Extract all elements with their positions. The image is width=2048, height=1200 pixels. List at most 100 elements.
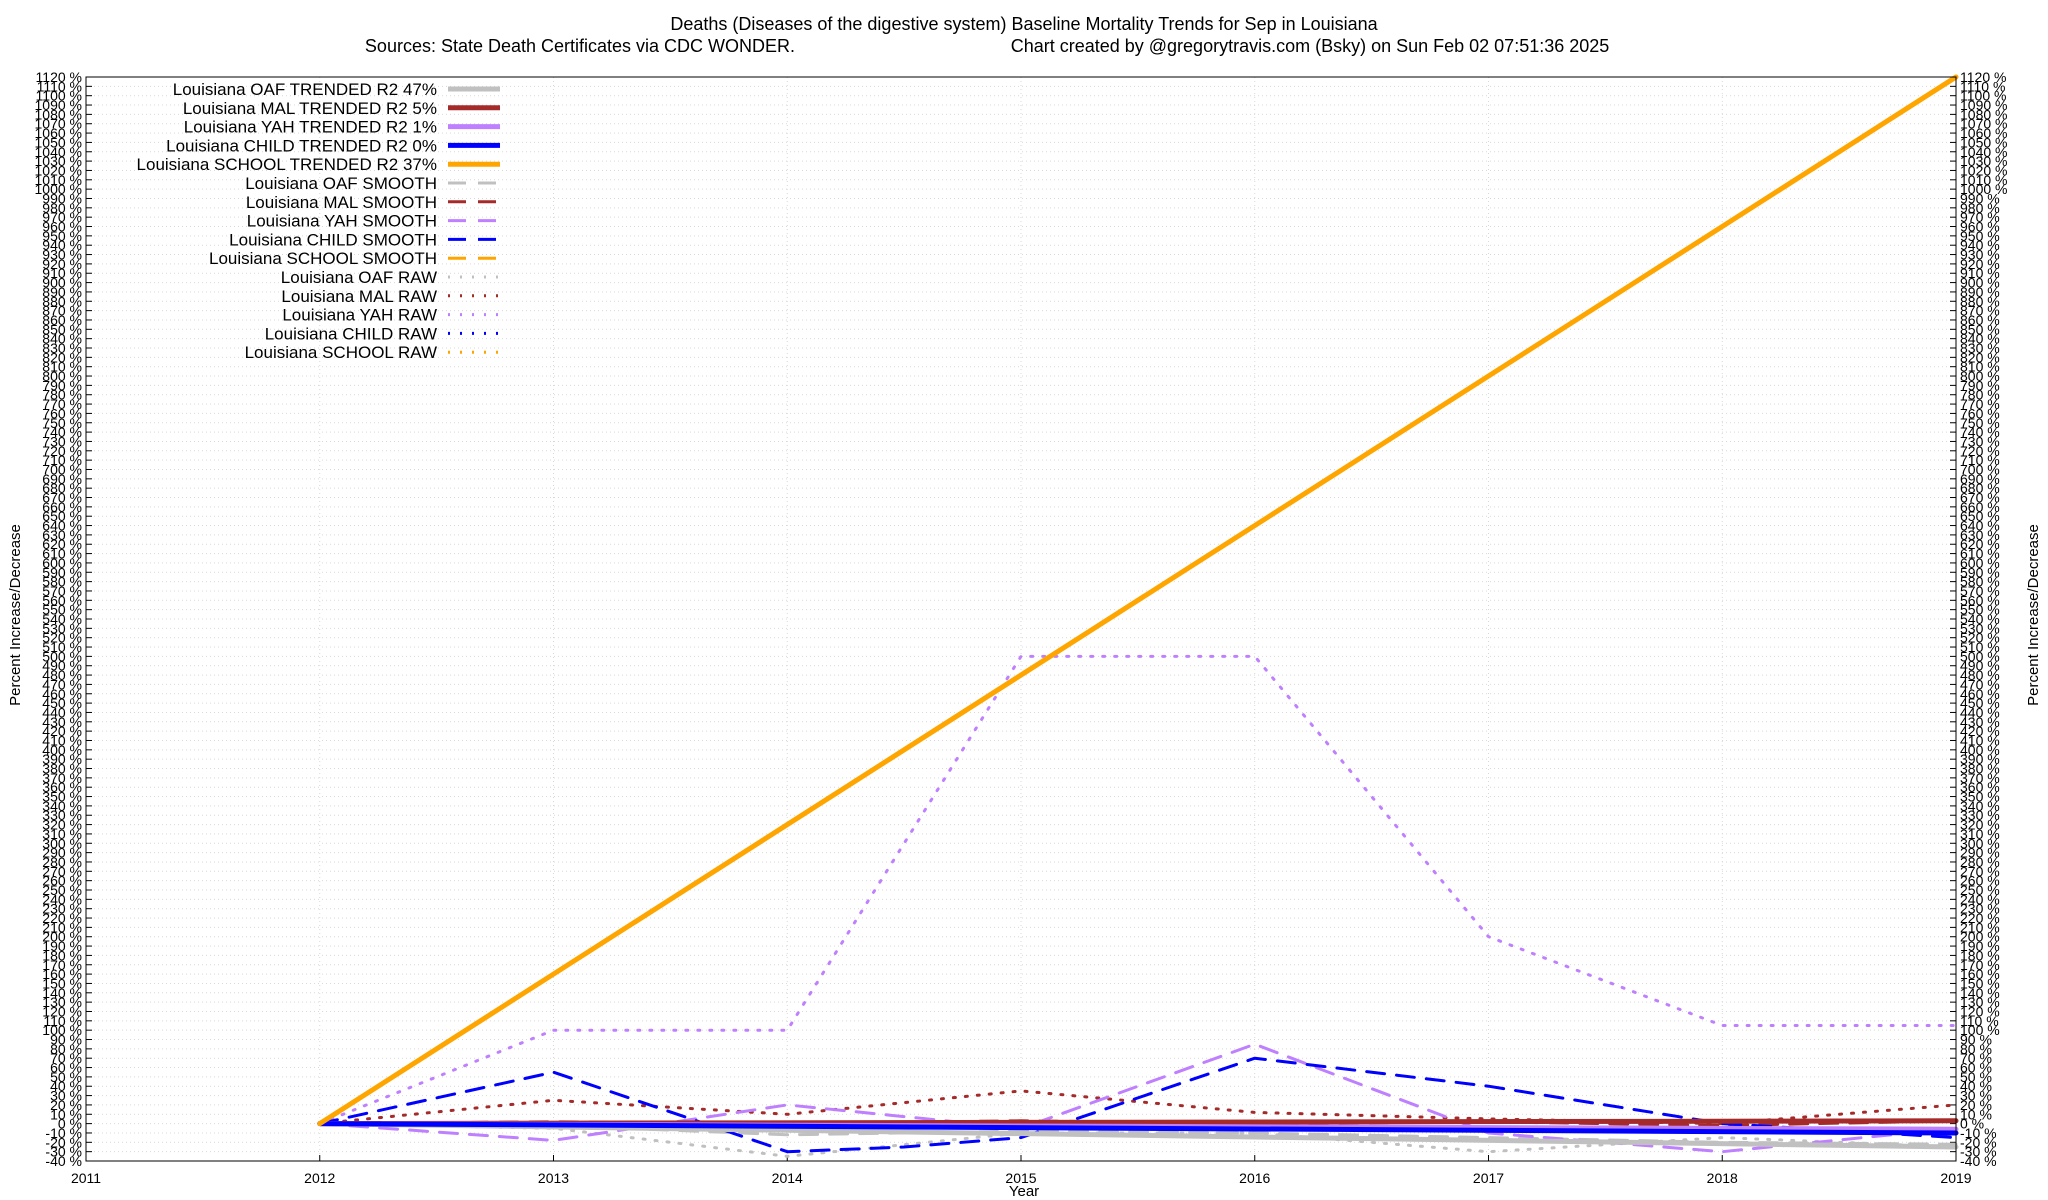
y-tick-label-right: 840 % (1960, 331, 2000, 347)
y-tick-label-left: 120 % (42, 1003, 82, 1019)
y-tick-label-right: 320 % (1960, 817, 2000, 833)
y-tick-label-right: 590 % (1960, 564, 2000, 580)
y-tick-label-left: 830 % (42, 340, 82, 356)
y-tick-label-right: 210 % (1960, 919, 2000, 935)
y-tick-label-left: 30 % (50, 1088, 82, 1104)
y-tick-label-left: 390 % (42, 751, 82, 767)
y-tick-label-right: 80 % (1960, 1041, 1992, 1057)
y-tick-label-right: 580 % (1960, 574, 2000, 590)
y-tick-label-left: 910 % (42, 265, 82, 281)
y-tick-label-left: 310 % (42, 826, 82, 842)
y-tick-label-right: 170 % (1960, 957, 2000, 973)
y-tick-label-right: 200 % (1960, 929, 2000, 945)
y-tick-label-right: 360 % (1960, 779, 2000, 795)
y-tick-label-left: 740 % (42, 424, 82, 440)
y-tick-label-left: 10 % (50, 1106, 82, 1122)
chart-subtitle-credit: Chart created by @gregorytravis.com (Bsk… (1011, 36, 1610, 56)
y-tick-label-right: 730 % (1960, 433, 2000, 449)
y-tick-label-left: 480 % (42, 667, 82, 683)
y-tick-label-left: 460 % (42, 686, 82, 702)
y-tick-label-left: 580 % (42, 574, 82, 590)
y-tick-label-left: 410 % (42, 732, 82, 748)
x-tick-label: 2018 (1707, 1170, 1738, 1186)
x-axis-ticks: 2011 2012 2013 2014 2015 2016 2017 2018 2019 (71, 1170, 1972, 1186)
legend-label: Louisiana SCHOOL TRENDED R2 37% (137, 155, 437, 174)
y-tick-label-right: 310 % (1960, 826, 2000, 842)
y-tick-label-right: 300 % (1960, 835, 2000, 851)
y-tick-label-right: 930 % (1960, 247, 2000, 263)
y-tick-label-right: 880 % (1960, 293, 2000, 309)
y-tick-label-right: 280 % (1960, 854, 2000, 870)
y-tick-label-left: 1030 % (35, 153, 82, 169)
y-tick-label-left: 20 % (50, 1097, 82, 1113)
y-tick-label-left: 920 % (42, 256, 82, 272)
y-tick-label-left: 700 % (42, 461, 82, 477)
y-tick-label-left: 1100 % (36, 88, 82, 104)
legend-label: Louisiana CHILD RAW (265, 324, 437, 343)
x-tick-label: 2011 (71, 1170, 101, 1186)
y-tick-label-right: 570 % (1960, 583, 2000, 599)
y-tick-label-left: 370 % (42, 770, 82, 786)
y-tick-label-right: 550 % (1960, 602, 2000, 618)
y-tick-label-right: 810 % (1960, 359, 2000, 375)
legend-label: Louisiana SCHOOL SMOOTH (209, 249, 437, 268)
y-tick-label-right: 1110 % (1960, 78, 2005, 94)
y-tick-label-left: 380 % (42, 761, 82, 777)
y-tick-label-left: 730 % (42, 433, 82, 449)
y-tick-label-left: 560 % (42, 592, 82, 608)
series-line-child-smooth (318, 1056, 1958, 1154)
y-tick-label-right: 660 % (1960, 499, 2000, 515)
y-tick-label-right: 250 % (1960, 882, 2000, 898)
y-tick-label-left: 1050 % (35, 134, 82, 150)
y-tick-label-left: 960 % (42, 219, 82, 235)
y-tick-label-right: 90 % (1960, 1032, 1992, 1048)
chart-title: Deaths (Diseases of the digestive system… (670, 14, 1378, 34)
y-tick-label-right: 430 % (1960, 714, 2000, 730)
y-tick-label-left: 520 % (42, 630, 82, 646)
y-tick-label-right: 630 % (1960, 527, 2000, 543)
y-tick-label-left: 940 % (42, 237, 82, 253)
y-tick-label-left: 80 % (50, 1041, 82, 1057)
y-tick-label-right: 460 % (1960, 686, 2000, 702)
x-tick-label: 2019 (1940, 1170, 1971, 1186)
y-tick-label-right: 10 % (1960, 1106, 1992, 1122)
series-line-school-trend (317, 74, 1959, 1127)
y-tick-label-left: 190 % (42, 938, 82, 954)
y-tick-label-left: 40 % (50, 1078, 82, 1094)
y-tick-label-left: 90 % (50, 1032, 82, 1048)
y-tick-label-left: 110 % (43, 1013, 82, 1029)
y-tick-label-right: 150 % (1960, 975, 2000, 991)
y-tick-label-right: 960 % (1960, 219, 2000, 235)
y-tick-label-left: 510 % (42, 639, 82, 655)
y-tick-label-left: 1000 % (35, 181, 82, 197)
y-tick-label-left: 340 % (42, 798, 82, 814)
y-tick-label-right: 450 % (1960, 695, 2000, 711)
y-tick-label-left: 170 % (42, 957, 82, 973)
y-tick-label-right: 490 % (1960, 658, 2000, 674)
y-tick-label-right: 100 % (1960, 1022, 2000, 1038)
y-tick-label-right: 40 % (1960, 1078, 1992, 1094)
y-tick-label-right: 950 % (1960, 228, 2000, 244)
y-tick-label-right: 940 % (1960, 237, 2000, 253)
y-tick-label-right: 370 % (1960, 770, 2000, 786)
y-tick-label-right: 720 % (1960, 443, 2000, 459)
y-tick-label-right: 790 % (1960, 377, 2000, 393)
y-tick-label-left: 1080 % (35, 106, 82, 122)
y-axis-left-ticks: -40 %-30 %-20 %-10 %0 %10 %20 %30 %40 %5… (35, 69, 82, 1169)
y-tick-label-right: 20 % (1960, 1097, 1992, 1113)
y-tick-label-right: 330 % (1960, 807, 2000, 823)
y-tick-label-left: 640 % (42, 518, 82, 534)
y-tick-label-right: 620 % (1960, 536, 2000, 552)
y-tick-label-right: 1070 % (1960, 116, 2007, 132)
y-tick-label-left: 810 % (42, 359, 82, 375)
y-tick-label-right: 30 % (1960, 1088, 1992, 1104)
y-tick-label-left: 610 % (42, 546, 82, 562)
plot-frame (85, 76, 1957, 1162)
y-tick-label-right: 1050 % (1960, 134, 2007, 150)
y-tick-label-left: 450 % (42, 695, 82, 711)
y-tick-label-left: 900 % (42, 275, 82, 291)
y-tick-label-left: 710 % (42, 452, 82, 468)
y-tick-label-left: 780 % (42, 387, 82, 403)
y-tick-label-left: -40 % (45, 1153, 82, 1169)
y-tick-label-left: 70 % (50, 1050, 82, 1066)
